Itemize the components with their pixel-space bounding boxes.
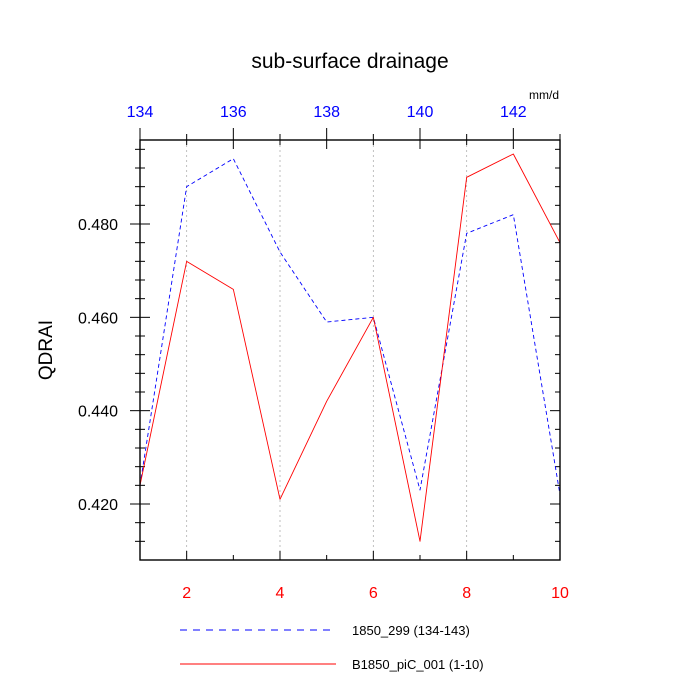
series-line-2 — [139, 153, 561, 542]
y-tick-label: 0.480 — [78, 217, 118, 234]
top-x-axis: 134 136 138 140 142 — [127, 104, 561, 149]
chart-title: sub-surface drainage — [251, 50, 448, 73]
legend-label-series-2: B1850_piC_001 (1-10) — [352, 657, 484, 672]
vertical-grid — [186, 140, 468, 560]
x-tick-label: 6 — [369, 585, 378, 602]
y-tick-label: 0.460 — [78, 310, 118, 327]
top-tick-label: 136 — [220, 104, 247, 121]
top-tick-label: 140 — [407, 104, 434, 121]
legend: 1850_299 (134-143) B1850_piC_001 (1-10) — [180, 623, 484, 672]
top-tick-label: 138 — [313, 104, 340, 121]
series-lines — [139, 153, 561, 542]
x-tick-label: 4 — [276, 585, 285, 602]
series-line-1 — [139, 158, 561, 495]
top-tick-label: 142 — [500, 104, 527, 121]
y-tick-label: 0.420 — [78, 497, 118, 514]
y-tick-label: 0.440 — [78, 404, 118, 421]
x-tick-label: 2 — [182, 585, 191, 602]
y-axis-label: QDRAI — [36, 320, 57, 380]
y-axis: 0.420 0.440 0.460 0.480 — [78, 148, 560, 542]
bottom-x-axis: 2 4 6 8 10 — [139, 551, 569, 602]
x-tick-label: 8 — [462, 585, 471, 602]
x-tick-label: 10 — [551, 585, 569, 602]
plot-frame — [139, 139, 561, 561]
units-label: mm/d — [529, 88, 559, 102]
legend-label-series-1: 1850_299 (134-143) — [352, 623, 470, 638]
top-tick-label: 134 — [127, 104, 154, 121]
